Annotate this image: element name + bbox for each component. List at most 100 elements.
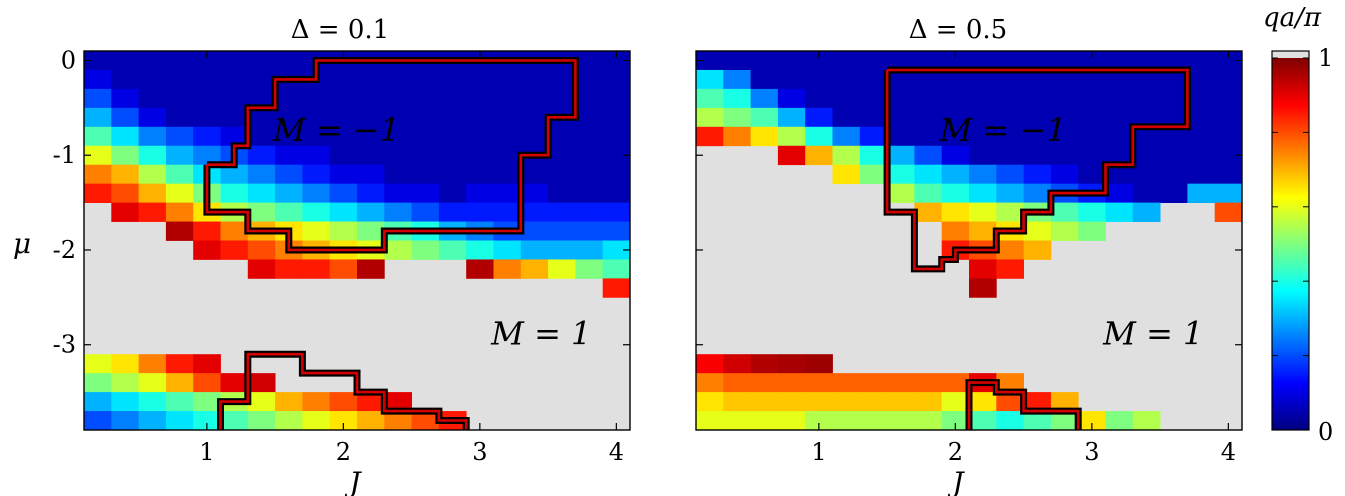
heatmap-cell [84, 392, 112, 412]
phase-boundary [219, 352, 468, 430]
heatmap-cell [777, 411, 806, 431]
heatmap-cell [493, 69, 522, 90]
heatmap-cell [220, 51, 249, 71]
heatmap-cell [859, 107, 888, 128]
heatmap-cell [84, 51, 112, 71]
heatmap-cell [805, 354, 833, 374]
heatmap-cell [575, 221, 604, 241]
heatmap-cell [1214, 51, 1243, 71]
heatmap-cell [832, 126, 861, 147]
heatmap-panel-delta-0.1: Δ = 0.1 μ J 1 2 3 4 0 -1 -2 -3 M = −1 M = 1 [13, 15, 631, 496]
heatmap-cell [220, 240, 249, 260]
heatmap-cell [602, 164, 631, 185]
heatmap-cell [914, 126, 943, 147]
heatmap-cell [1160, 69, 1188, 90]
heatmap-cell [438, 107, 467, 128]
heatmap-cell [859, 126, 888, 147]
heatmap-cell [384, 69, 412, 90]
heatmap-cell [357, 107, 385, 128]
heatmap-cell [996, 51, 1024, 71]
heatmap-cell [520, 240, 549, 260]
heatmap-cell [138, 164, 167, 185]
heatmap-cell [696, 69, 724, 90]
heatmap-cell [1187, 126, 1216, 147]
heatmap-cell [941, 88, 970, 109]
heatmap-cell [193, 373, 221, 393]
heatmap-cell [247, 183, 276, 203]
heatmap-cell [220, 88, 249, 109]
heatmap-cell [1023, 164, 1052, 185]
heatmap-cell [969, 259, 997, 279]
heatmap-cell [329, 221, 358, 241]
heatmap-cell [84, 373, 112, 393]
heatmap-cell [602, 183, 631, 203]
heatmap-cell [1105, 88, 1134, 109]
heatmap-cell [111, 126, 139, 147]
heatmap-cell [602, 51, 631, 71]
heatmap-cell [411, 164, 440, 185]
heatmap-cell [329, 411, 358, 431]
heatmap-cell [329, 259, 358, 279]
heatmap-cell [520, 88, 549, 109]
heatmap-cell [111, 354, 139, 374]
heatmap-cell [969, 107, 997, 128]
heatmap-cell [138, 69, 167, 90]
heatmap-cell [1050, 69, 1079, 90]
heatmap-cell [575, 88, 604, 109]
heatmap-cell [220, 164, 249, 185]
annotations: M = −1 M = 1 [939, 111, 1204, 353]
heatmap-cell [859, 411, 888, 431]
heatmap-cell [1023, 392, 1052, 412]
heatmap-cell [493, 88, 522, 109]
heatmap-cell [996, 411, 1024, 431]
heatmap-cell [329, 69, 358, 90]
heatmap-cell [696, 373, 724, 393]
heatmap-cell [1023, 51, 1052, 71]
heatmap-cell [84, 145, 112, 166]
heatmap-cell [1160, 107, 1188, 128]
heatmap-cell [247, 202, 276, 222]
heatmap-cell [996, 240, 1024, 260]
heatmap-cell [750, 411, 779, 431]
heatmap-cell [602, 107, 631, 128]
heatmap-cell [165, 392, 194, 412]
heatmap-cell [493, 202, 522, 222]
heatmap-cell [138, 145, 167, 166]
heatmap-cell [1132, 107, 1161, 128]
heatmap-cell [438, 145, 467, 166]
heatmap-cell [220, 221, 249, 241]
heatmap-cell [1078, 164, 1106, 185]
heatmap-cell [302, 145, 331, 166]
heatmap-cell [941, 69, 970, 90]
annotation-label: M = 1 [1102, 315, 1203, 353]
plot-frame [83, 50, 631, 431]
heatmap-cell [302, 392, 331, 412]
heatmap-cell [777, 126, 806, 147]
heatmap-cell [357, 164, 385, 185]
annotations: M = −1 M = 1 [272, 111, 591, 353]
heatmap-cell [84, 354, 112, 374]
heatmap-cell [602, 69, 631, 90]
heatmap-cell [777, 107, 806, 128]
heatmap-cell [302, 107, 331, 128]
heatmap-cell [750, 88, 779, 109]
heatmap-cell [575, 51, 604, 71]
heatmap-cell [996, 107, 1024, 128]
heatmap-cell [969, 278, 997, 298]
heatmap-cell [1214, 202, 1243, 222]
heatmap-cell [275, 51, 303, 71]
heatmap-cell [777, 69, 806, 90]
heatmap-cell [887, 411, 915, 431]
heatmap-cell [329, 107, 358, 128]
heatmap-cell [411, 145, 440, 166]
colorbar-tick-label-1: 1 [1318, 44, 1333, 72]
heatmap-cell [1050, 145, 1079, 166]
heatmap-cell [941, 392, 970, 412]
heatmap-cell [193, 411, 221, 431]
x-tick-label: 1 [811, 438, 826, 466]
y-tick-label: -3 [53, 331, 76, 359]
heatmap-cell [466, 183, 494, 203]
heatmap-cell [941, 145, 970, 166]
heatmap-cell [777, 354, 806, 374]
